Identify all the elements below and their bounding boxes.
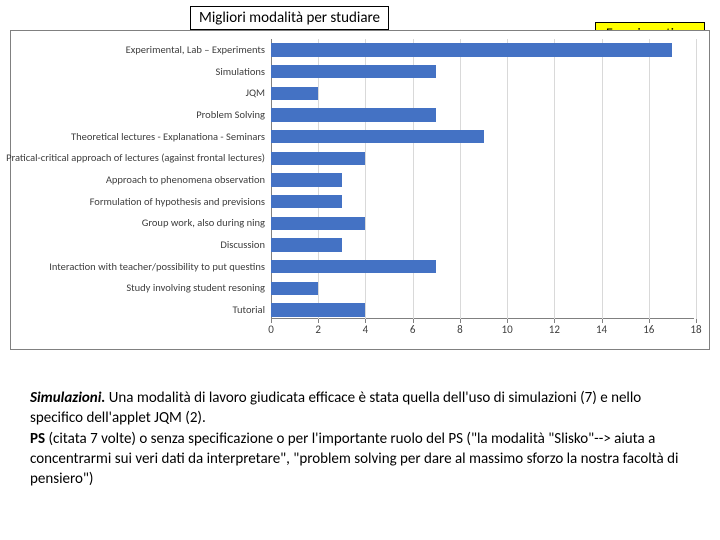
x-tick-label: 2 <box>315 323 321 336</box>
bar-row <box>271 130 484 143</box>
y-category-label: Tutorial <box>5 305 265 316</box>
y-category-label: Interaction with teacher/possibility to … <box>5 262 265 273</box>
y-category-label: Group work, also during ning <box>5 218 265 229</box>
bar-row <box>271 260 436 273</box>
y-category-label: Approach to phenomena observation <box>5 175 265 186</box>
gridline <box>696 39 697 319</box>
body-lead-simulazioni: Simulazioni. <box>30 389 105 407</box>
bar-row <box>271 303 365 316</box>
y-category-label: JQM <box>5 88 265 99</box>
gridline <box>649 39 650 319</box>
bar <box>271 87 318 100</box>
x-tick-label: 0 <box>268 323 274 336</box>
bar-row <box>271 238 342 251</box>
y-category-label: Simulations <box>5 67 265 78</box>
bar <box>271 130 484 143</box>
bar-row <box>271 173 342 186</box>
x-tick-label: 18 <box>690 323 701 336</box>
bar <box>271 43 672 56</box>
y-category-label: Problem Solving <box>5 110 265 121</box>
bar <box>271 303 365 316</box>
bar-row <box>271 282 318 295</box>
bar <box>271 108 436 121</box>
x-tick-label: 16 <box>643 323 654 336</box>
x-tick-label: 4 <box>363 323 369 336</box>
chart-plot-area <box>271 39 694 319</box>
y-category-label: Formulation of hypothesis and previsions <box>5 197 265 208</box>
x-tick-label: 6 <box>410 323 416 336</box>
body-p2: (citata 7 volte) o senza specificazione … <box>30 430 678 489</box>
x-tick-label: 10 <box>502 323 513 336</box>
bar-row <box>271 65 436 78</box>
bar <box>271 260 436 273</box>
body-p1: Una modalità di lavoro giudicata efficac… <box>30 389 641 427</box>
x-tick-label: 12 <box>549 323 560 336</box>
y-category-label: Study involving student resoning <box>5 283 265 294</box>
gridline <box>554 39 555 319</box>
bar <box>271 173 342 186</box>
gridline <box>413 39 414 319</box>
bar-row <box>271 43 672 56</box>
y-category-label: Pratical-critical approach of lectures (… <box>5 153 265 164</box>
bar-row <box>271 152 365 165</box>
y-category-label: Experimental, Lab – Experiments <box>5 45 265 56</box>
bar-row <box>271 108 436 121</box>
body-text: Simulazioni. Una modalità di lavoro giud… <box>30 388 690 489</box>
body-lead-ps: PS <box>30 430 45 448</box>
chart-title-box: Migliori modalità per studiare <box>190 6 389 30</box>
bar <box>271 217 365 230</box>
y-category-label: Theoretical lectures - Explanationa - Se… <box>5 132 265 143</box>
gridline <box>365 39 366 319</box>
x-tick-label: 14 <box>596 323 607 336</box>
bar-row <box>271 217 365 230</box>
chart-title: Migliori modalità per studiare <box>199 9 380 27</box>
gridline <box>602 39 603 319</box>
bar <box>271 65 436 78</box>
bar <box>271 282 318 295</box>
chart-container: Experimental, Lab – ExperimentsSimulatio… <box>10 30 710 350</box>
y-category-label: Discussion <box>5 240 265 251</box>
gridline <box>460 39 461 319</box>
bar-row <box>271 195 342 208</box>
bar <box>271 152 365 165</box>
bar-row <box>271 87 318 100</box>
bar <box>271 195 342 208</box>
gridline <box>507 39 508 319</box>
bar <box>271 238 342 251</box>
x-tick-label: 8 <box>457 323 463 336</box>
